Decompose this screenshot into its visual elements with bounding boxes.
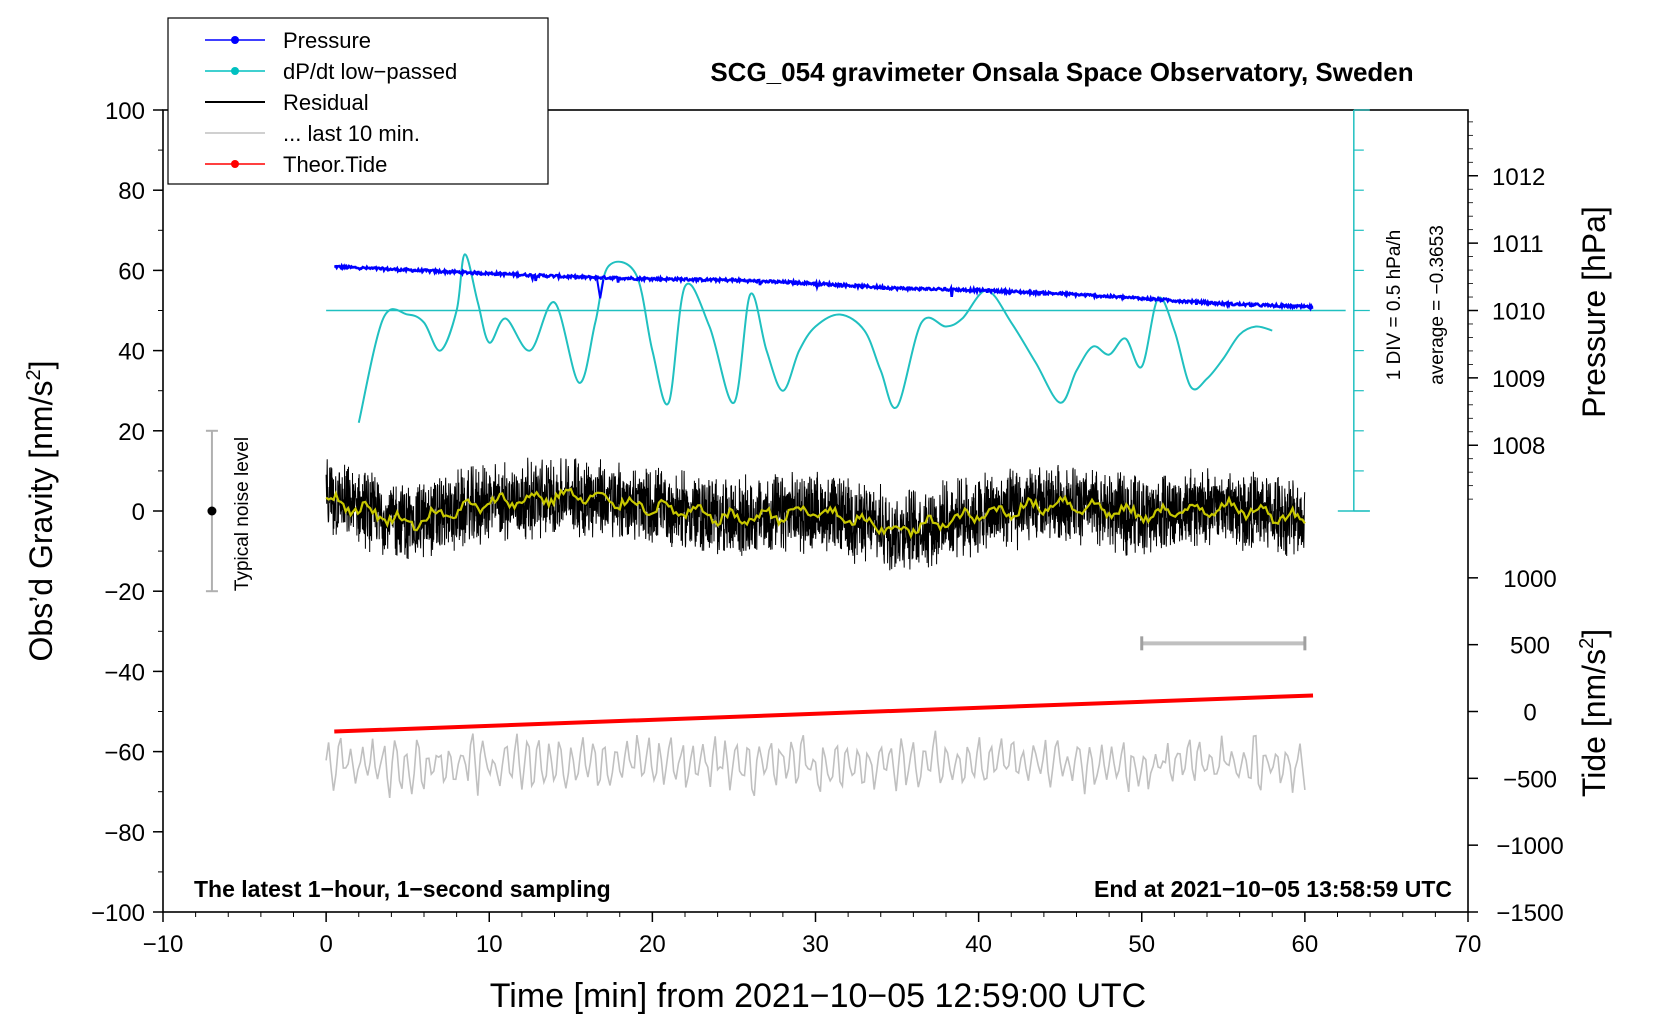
legend-marker [231, 36, 239, 44]
y-tick-label: −40 [104, 659, 145, 686]
residual-smoothed-line [325, 487, 1306, 540]
y-tick-label: −100 [91, 900, 145, 927]
y-tick-label: 100 [105, 98, 145, 125]
x-tick-label: 30 [802, 931, 829, 958]
series-layer [205, 109, 1370, 798]
y-axis-label-pressure: Pressure [hPa] [1576, 206, 1612, 418]
legend-marker [231, 160, 239, 168]
pressure-tick-label: 1011 [1492, 231, 1544, 258]
y-axis-label-gravity: Obs’d Gravity [nm/s2] [23, 361, 59, 662]
y-tick-label: 0 [132, 499, 145, 526]
dpdt-div-label: 1 DIV = 0.5 hPa/h [1384, 230, 1405, 381]
legend-label: Residual [283, 90, 369, 115]
y-tick-label: −60 [104, 740, 145, 767]
noise-center-dot [207, 506, 217, 516]
pressure-tick-label: 1009 [1492, 366, 1545, 393]
x-axis-label: Time [min] from 2021−10−05 12:59:00 UTC [490, 977, 1146, 1015]
y-tick-label: 40 [118, 339, 145, 366]
tide-tick-label: −1000 [1496, 833, 1563, 860]
x-tick-label: 10 [476, 931, 503, 958]
x-tick-label: 20 [639, 931, 666, 958]
noise-level-label: Typical noise level [232, 437, 253, 591]
chart-title: SCG_054 gravimeter Onsala Space Observat… [710, 57, 1413, 87]
tide-tick-label: 500 [1510, 633, 1550, 660]
tide-tick-label: −500 [1503, 766, 1557, 793]
y-tick-label: 20 [118, 419, 145, 446]
legend-label: dP/dt low−passed [283, 59, 457, 84]
last-10-min-line [325, 730, 1306, 798]
x-tick-label: 70 [1455, 931, 1482, 958]
tide-tick-label: 0 [1523, 700, 1536, 727]
pressure-tick-label: 1010 [1492, 299, 1545, 326]
residual-line [325, 457, 1306, 571]
x-tick-label: 50 [1128, 931, 1155, 958]
x-tick-label: 60 [1292, 931, 1319, 958]
pressure-spike [595, 278, 605, 299]
legend: Pressure dP/dt low−passed Residual ... last… [167, 17, 549, 185]
x-tick-label: −10 [143, 931, 184, 958]
y-tick-label: −20 [104, 579, 145, 606]
dpdt-lowpassed-line [357, 253, 1273, 424]
legend-label: Pressure [283, 28, 371, 53]
tide-tick-label: 1000 [1503, 566, 1556, 593]
x-tick-label: 0 [319, 931, 332, 958]
tide-tick-label: −1500 [1496, 900, 1563, 927]
x-tick-label: 40 [965, 931, 992, 958]
pressure-line [334, 262, 1314, 312]
legend-marker [231, 67, 239, 75]
y-tick-label: −80 [104, 820, 145, 847]
pressure-tick-label: 1012 [1492, 164, 1545, 191]
footer-right-note: End at 2021−10−05 13:58:59 UTC [1094, 876, 1452, 902]
theoretical-tide-line [334, 693, 1314, 734]
legend-label: Theor.Tide [283, 152, 387, 177]
footer-left-note: The latest 1−hour, 1−second sampling [194, 876, 611, 902]
y-axis-label-tide: Tide [nm/s2] [1576, 629, 1612, 797]
legend-label: ... last 10 min. [283, 121, 420, 146]
axes-ticks: −10 0 10 20 30 40 50 60 70100806040200−20−40−60−… [91, 98, 1564, 958]
dpdt-average-label: average = −0.3653 [1427, 225, 1448, 385]
y-tick-label: 80 [118, 178, 145, 205]
y-tick-label: 60 [118, 258, 145, 285]
pressure-tick-label: 1008 [1492, 433, 1545, 460]
